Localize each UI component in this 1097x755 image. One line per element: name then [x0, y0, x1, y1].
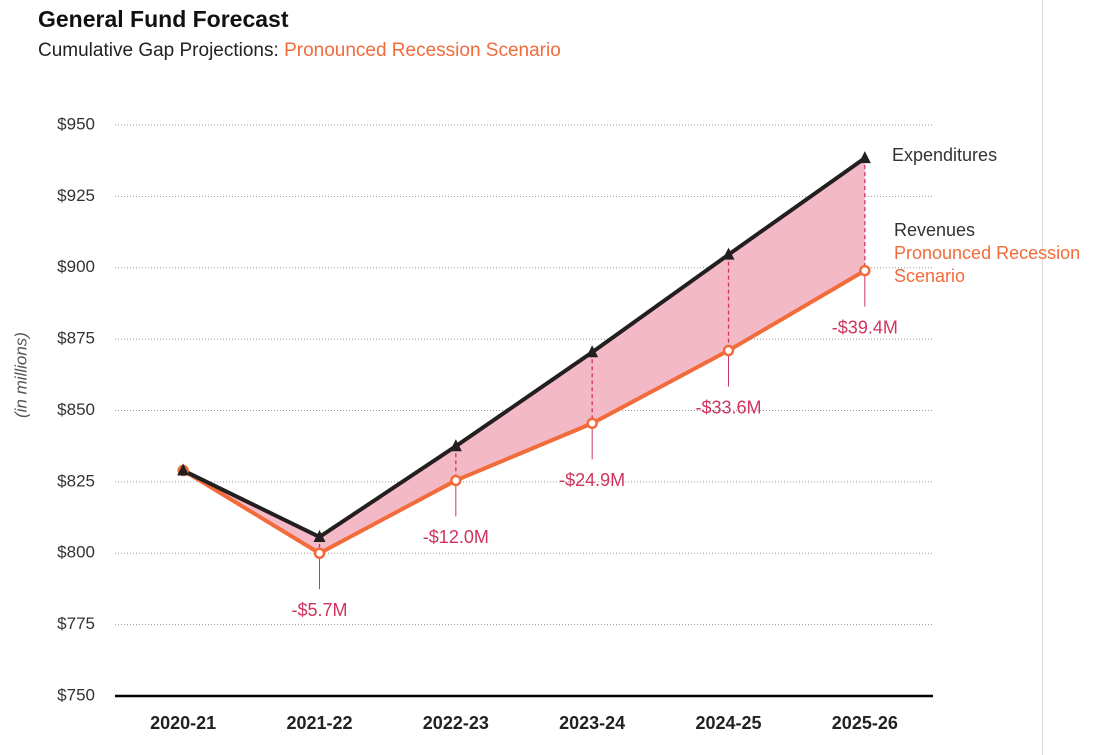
y-tick-label: $850	[57, 400, 95, 419]
chart-title: General Fund Forecast	[38, 6, 289, 32]
y-tick-label: $925	[57, 186, 95, 205]
chart: (in millions) $750 $775 $800 $825 $850 $875 $9…	[11, 114, 997, 733]
y-tick-label: $900	[57, 257, 95, 276]
scenario: Pronounced Recession Scenario	[284, 40, 561, 61]
series-line	[182, 268, 866, 556]
gap-label: -$24.9M	[559, 470, 625, 490]
x-tick-label: 2024-25	[695, 713, 761, 733]
revenue-point	[859, 264, 871, 277]
revenue-point	[313, 547, 326, 559]
y-tick-label: $825	[57, 471, 95, 490]
y-axis-label: (in millions)	[11, 332, 30, 418]
revenue-point	[722, 344, 735, 357]
gap-area	[183, 158, 865, 554]
expenditure-point	[449, 439, 462, 452]
y-tick-label: $950	[57, 114, 95, 133]
subtitle: Cumulative Gap Projections: Pronounced R…	[38, 40, 561, 62]
gap-label: -$39.4M	[832, 317, 898, 337]
revenues-label: Revenues Pronounced Recession Scenario	[894, 219, 1094, 288]
scenario-label: Pronounced Recession Scenario	[894, 243, 1081, 286]
expenditure-point	[177, 463, 190, 476]
expenditure-point	[722, 247, 735, 260]
series-line	[182, 156, 866, 539]
expenditure-point	[586, 345, 599, 358]
legend-entry: Expenditures	[892, 145, 997, 165]
legend-entry: Revenues	[894, 220, 976, 240]
divider	[1042, 0, 1043, 755]
y-tick-label: $875	[57, 329, 95, 348]
x-tick-label: 2021-22	[286, 713, 352, 733]
revenue-point	[450, 474, 462, 487]
gap-label: -$33.6M	[695, 397, 761, 417]
expenditure-point	[858, 151, 871, 164]
x-tick-label: 2022-23	[423, 713, 489, 733]
x-tick-label: 2023-24	[559, 713, 625, 733]
y-tick-label: $775	[57, 614, 95, 633]
expenditure-point	[313, 529, 326, 542]
gap-label: -$5.7M	[291, 600, 347, 620]
x-tick-label: 2020-21	[150, 713, 216, 733]
x-tick-label: 2025-26	[832, 713, 898, 733]
y-tick-label: $800	[57, 543, 95, 562]
subtitle-text: Cumulative Gap Projections:	[38, 40, 285, 61]
revenue-point	[586, 417, 598, 430]
y-tick-label: $750	[57, 685, 95, 704]
gap-label: -$12.0M	[423, 527, 489, 547]
